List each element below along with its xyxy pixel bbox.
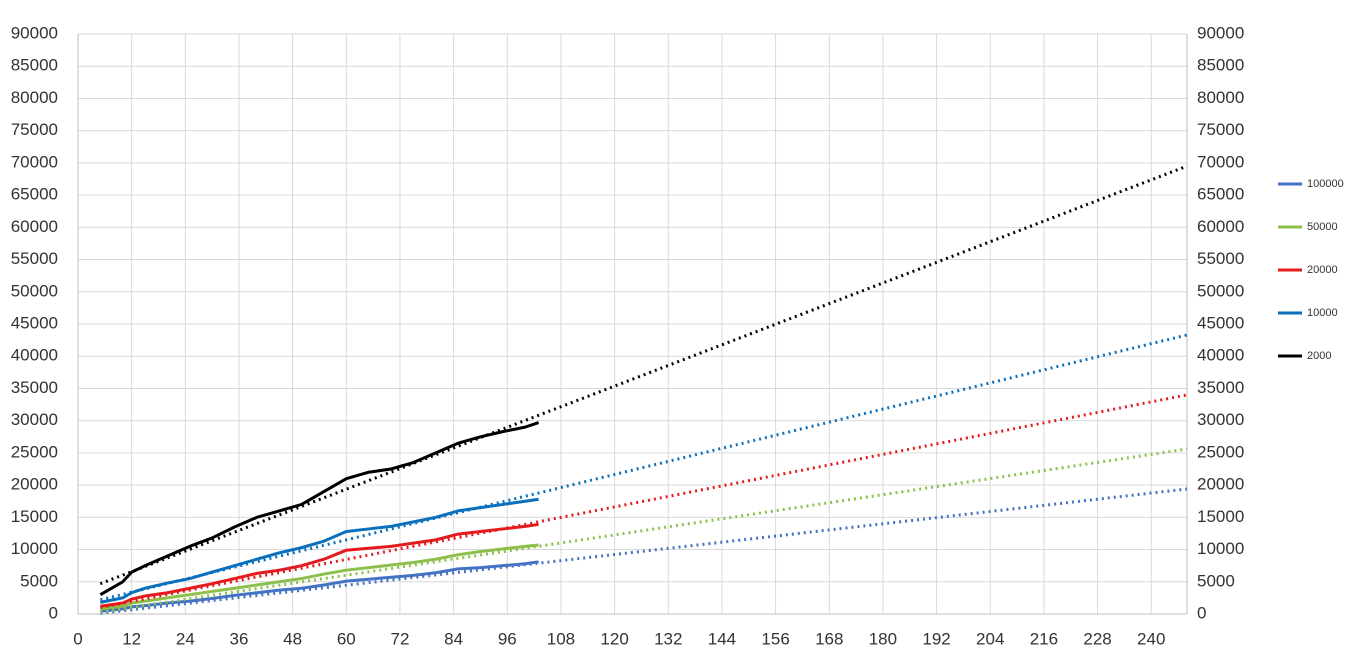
x-tick-label: 204 <box>976 629 1004 648</box>
y2-tick-label: 20000 <box>1197 475 1244 494</box>
y-tick-label: 5000 <box>20 571 58 590</box>
y-tick-label: 20000 <box>11 475 58 494</box>
x-tick-label: 144 <box>708 629 736 648</box>
y-tick-label: 90000 <box>11 23 58 42</box>
x-tick-label: 120 <box>600 629 628 648</box>
y2-tick-label: 40000 <box>1197 346 1244 365</box>
y2-tick-label: 80000 <box>1197 88 1244 107</box>
series-line <box>100 543 539 611</box>
y-tick-label: 40000 <box>11 346 58 365</box>
x-tick-label: 132 <box>654 629 682 648</box>
trend-line <box>99 164 1188 586</box>
y-tick-label: 50000 <box>11 281 58 300</box>
legend-label: 20000 <box>1307 264 1338 276</box>
legend-label: 50000 <box>1307 221 1338 233</box>
x-tick-label: 228 <box>1083 629 1111 648</box>
series-line <box>100 560 539 613</box>
x-tick-label: 180 <box>869 629 897 648</box>
y-tick-label: 15000 <box>11 507 58 526</box>
y-tick-label: 55000 <box>11 249 58 268</box>
y-tick-label: 0 <box>49 603 58 622</box>
x-tick-label: 48 <box>283 629 302 648</box>
x-tick-label: 156 <box>761 629 789 648</box>
y2-tick-label: 90000 <box>1197 23 1244 42</box>
y2-tick-label: 45000 <box>1197 313 1244 332</box>
series-line <box>100 522 539 608</box>
x-tick-label: 36 <box>230 629 249 648</box>
x-tick-label: 12 <box>122 629 141 648</box>
x-tick-label: 72 <box>391 629 410 648</box>
x-tick-label: 216 <box>1030 629 1058 648</box>
y-tick-label: 80000 <box>11 88 58 107</box>
y2-tick-label: 0 <box>1197 603 1206 622</box>
x-tick-label: 168 <box>815 629 843 648</box>
y2-tick-label: 70000 <box>1197 152 1244 171</box>
x-tick-label: 240 <box>1137 629 1165 648</box>
y-tick-label: 75000 <box>11 120 58 139</box>
y-tick-label: 45000 <box>11 313 58 332</box>
x-tick-label: 84 <box>444 629 463 648</box>
trend-line <box>100 333 1188 602</box>
y-tick-label: 30000 <box>11 410 58 429</box>
y2-tick-label: 85000 <box>1197 56 1244 75</box>
y2-tick-label: 75000 <box>1197 120 1244 139</box>
y-tick-label: 10000 <box>11 539 58 558</box>
y2-tick-label: 60000 <box>1197 217 1244 236</box>
y-tick-label: 25000 <box>11 442 58 461</box>
x-tick-label: 108 <box>547 629 575 648</box>
x-tick-label: 24 <box>176 629 195 648</box>
y2-tick-label: 15000 <box>1197 507 1244 526</box>
y2-tick-label: 25000 <box>1197 442 1244 461</box>
legend-label: 2000 <box>1307 350 1331 362</box>
trend-line <box>100 393 1188 610</box>
y-tick-label: 65000 <box>11 185 58 204</box>
y2-tick-label: 35000 <box>1197 378 1244 397</box>
legend-label: 10000 <box>1307 307 1338 319</box>
y-tick-label: 70000 <box>11 152 58 171</box>
y2-tick-label: 30000 <box>1197 410 1244 429</box>
series-line <box>100 497 539 604</box>
y-tick-label: 35000 <box>11 378 58 397</box>
y2-tick-label: 5000 <box>1197 571 1235 590</box>
y-tick-label: 85000 <box>11 56 58 75</box>
y-tick-label: 60000 <box>11 217 58 236</box>
y2-tick-label: 10000 <box>1197 539 1244 558</box>
series-line <box>99 421 540 596</box>
y2-tick-label: 65000 <box>1197 185 1244 204</box>
trend-line <box>100 487 1188 615</box>
trend-line <box>100 447 1188 614</box>
y2-tick-label: 55000 <box>1197 249 1244 268</box>
x-tick-label: 192 <box>922 629 950 648</box>
x-tick-label: 0 <box>73 629 82 648</box>
x-tick-label: 96 <box>498 629 517 648</box>
x-tick-label: 60 <box>337 629 356 648</box>
y2-tick-label: 50000 <box>1197 281 1244 300</box>
legend-label: 100000 <box>1307 178 1344 190</box>
